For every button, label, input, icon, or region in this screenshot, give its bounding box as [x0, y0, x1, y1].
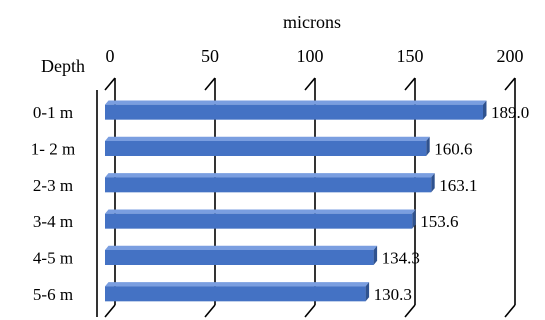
category-label-0: 0-1 m — [33, 103, 73, 122]
bar-3 — [105, 209, 416, 229]
bar-1 — [105, 136, 430, 156]
category-label-4: 4-5 m — [33, 249, 73, 268]
y-axis-title: Depth — [41, 56, 85, 76]
data-label-3: 153.6 — [420, 212, 458, 231]
bar-top-face — [105, 245, 378, 250]
data-label-0: 189.0 — [491, 103, 529, 122]
bar-side-face — [373, 245, 378, 265]
category-label-2: 2-3 m — [33, 176, 73, 195]
gridline-bottom-connector-50 — [204, 304, 216, 318]
bar-front-face — [105, 286, 366, 302]
bar-front-face — [105, 177, 432, 193]
x-tick-label-150: 150 — [397, 46, 424, 66]
gridline-bottom-connector-0 — [104, 304, 116, 318]
category-label-1: 1- 2 m — [31, 140, 75, 159]
bar-front-face — [105, 104, 483, 120]
x-tick-label-0: 0 — [106, 46, 115, 66]
bars — [105, 100, 487, 302]
bar-side-face — [426, 136, 430, 156]
data-label-2: 163.1 — [439, 176, 477, 195]
gridline-top-connector-50 — [204, 77, 216, 91]
gridline-bottom-connector-100 — [304, 304, 316, 318]
bar-0 — [105, 100, 487, 120]
bar-top-face — [105, 136, 430, 141]
gridline-bottom-connector-200 — [504, 304, 516, 318]
x-tick-label-100: 100 — [297, 46, 324, 66]
gridline-top-connector-150 — [404, 77, 416, 91]
bar-top-face — [105, 209, 416, 214]
category-labels: 0-1 m 1- 2 m 2-3 m 3-4 m 4-5 m 5-6 m — [31, 103, 75, 304]
bar-top-face — [105, 173, 435, 178]
gridline-bottom-connector-150 — [404, 304, 416, 318]
category-label-5: 5-6 m — [33, 285, 73, 304]
x-tick-label-50: 50 — [201, 46, 219, 66]
bar-2 — [105, 173, 435, 193]
x-tick-labels: 0 50 100 150 200 — [106, 46, 524, 66]
gridline-top-connector-200 — [504, 77, 516, 91]
bar-front-face — [105, 141, 427, 156]
bar-5 — [105, 282, 370, 302]
gridline-top-connector-100 — [304, 77, 316, 91]
gridline-top-connector-0 — [104, 77, 116, 91]
bar-4 — [105, 245, 378, 265]
bar-side-face — [431, 173, 435, 193]
x-tick-label-200: 200 — [497, 46, 524, 66]
data-label-1: 160.6 — [434, 140, 472, 159]
bar-top-face — [105, 282, 370, 287]
bar-front-face — [105, 213, 413, 229]
data-label-5: 130.3 — [374, 285, 412, 304]
category-label-3: 3-4 m — [33, 212, 73, 231]
bar-side-face — [412, 209, 416, 229]
bar-front-face — [105, 250, 374, 265]
bar-side-face — [483, 100, 487, 120]
x-axis-title: microns — [283, 12, 341, 32]
bar-top-face — [105, 100, 487, 105]
data-label-4: 134.3 — [382, 249, 420, 268]
bar-side-face — [365, 282, 370, 302]
